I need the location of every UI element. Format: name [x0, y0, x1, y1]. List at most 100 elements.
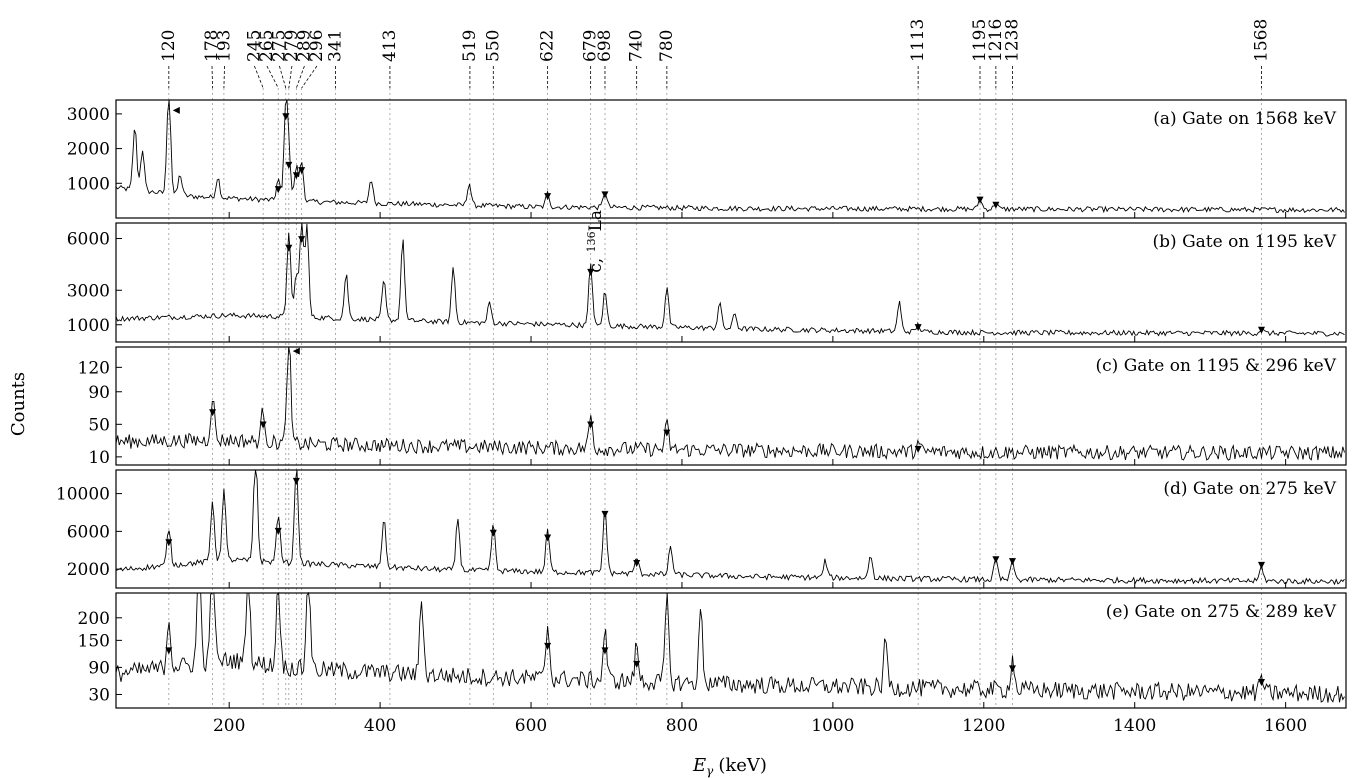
panel-gate-label: (b) Gate on 1195 keV — [1153, 232, 1337, 252]
peak-marker-down — [633, 660, 641, 668]
peak-energy-label: 1568 — [1251, 19, 1271, 62]
peak-marker-down — [601, 191, 609, 199]
peak-marker-down — [914, 445, 922, 453]
peak-marker-down — [1008, 558, 1016, 566]
y-tick-label: 30 — [88, 685, 110, 705]
peak-marker-down — [544, 534, 552, 542]
peak-energy-label: 622 — [538, 30, 558, 62]
peak-marker-down — [285, 161, 293, 169]
panel-frame — [115, 592, 1347, 709]
peak-marker-down — [165, 539, 173, 547]
peak-marker-down — [544, 642, 552, 650]
x-axis: 200 400 600 800 1000 1200 1400 1600 — [213, 716, 1307, 736]
x-tick-label: 600 — [515, 716, 547, 736]
x-axis-label-main: E — [692, 755, 706, 776]
peak-marker-down — [209, 409, 217, 417]
x-axis-label-sub: γ — [706, 764, 714, 778]
y-tick-label: 150 — [78, 631, 110, 651]
peak-marker-left — [172, 106, 180, 114]
y-tick-label: 3000 — [67, 281, 110, 301]
peak-leader-line — [254, 65, 264, 89]
peak-energy-label: 193 — [214, 30, 234, 62]
panel-d: 2000 6000 10000 (d) Gate on 275 keV — [56, 469, 1347, 589]
y-tick-label: 90 — [88, 658, 110, 678]
peak-energy-label: 1113 — [908, 19, 928, 62]
peak-marker-down — [601, 510, 609, 518]
peak-energy-label: 265 — [257, 30, 277, 62]
peak-marker-down — [992, 201, 1000, 209]
y-tick-label: 2000 — [67, 140, 110, 160]
y-tick-label: 6000 — [67, 522, 110, 542]
peak-energy-label: 413 — [380, 30, 400, 62]
peak-leader-line — [211, 65, 213, 89]
peak-marker-down — [298, 167, 306, 175]
peak-energy-label: 289 — [294, 30, 314, 62]
spectrum-line — [115, 346, 1345, 461]
peak-energy-label: 679 — [581, 30, 601, 62]
y-tick-label: 200 — [78, 609, 110, 629]
peak-marker-down — [1257, 678, 1265, 686]
panel-c: 10 50 90 120 (c) Gate on 1195 & 296 keV — [78, 346, 1347, 468]
y-tick-label: 90 — [88, 383, 110, 403]
x-tick-label: 1600 — [1264, 716, 1307, 736]
peak-leader-line — [301, 65, 318, 89]
peak-energy-label: 1238 — [1002, 19, 1022, 62]
peak-marker-down — [587, 421, 595, 429]
peak-energy-label: 341 — [326, 30, 346, 62]
annotation-element: La — [586, 210, 606, 231]
x-tick-label: 400 — [364, 716, 396, 736]
y-tick-label: 1000 — [67, 174, 110, 194]
y-tick-label: 6000 — [67, 230, 110, 250]
annotation-prefix: c, — [586, 252, 606, 272]
panel-frame — [115, 346, 1347, 466]
x-axis-label: Eγ (keV) — [692, 755, 767, 778]
peak-marker-down — [544, 193, 552, 201]
peak-marker-down — [663, 429, 671, 437]
peak-energy-label: 245 — [244, 30, 264, 62]
x-tick-label: 200 — [213, 716, 245, 736]
y-tick-label: 10000 — [56, 485, 110, 505]
peak-energy-label: 519 — [460, 30, 480, 62]
peak-marker-down — [274, 186, 282, 194]
peak-energy-label: 279 — [282, 30, 302, 62]
peak-marker-down — [298, 236, 306, 244]
y-tick-label: 1000 — [67, 316, 110, 336]
y-tick-label: 50 — [88, 415, 110, 435]
annotation-mass-number: 136 — [585, 231, 598, 252]
panel-gate-label: (d) Gate on 275 keV — [1163, 479, 1336, 499]
y-axis-label: Counts — [8, 372, 29, 436]
spectrum-line — [115, 222, 1345, 337]
peak-energy-label: 698 — [595, 30, 615, 62]
peak-marker-down — [285, 244, 293, 252]
panel-gate-label: (c) Gate on 1195 & 296 keV — [1096, 356, 1337, 376]
spectrum-line — [115, 469, 1345, 586]
peak-marker-down — [1008, 665, 1016, 673]
contaminant-annotation: c, 136La — [585, 210, 606, 273]
panel-frame — [115, 469, 1347, 589]
peak-leader-line — [288, 65, 293, 89]
peak-marker-down — [259, 421, 267, 429]
panel-gate-label: (a) Gate on 1568 keV — [1153, 109, 1336, 129]
peak-energy-label: 1195 — [970, 19, 990, 62]
peak-leader-line — [266, 65, 279, 89]
y-tick-label: 3000 — [67, 105, 110, 125]
peak-leader-line — [223, 65, 225, 89]
y-tick-label: 10 — [88, 448, 110, 468]
peak-leader-line — [279, 65, 287, 89]
peak-energy-label: 780 — [657, 30, 677, 62]
peak-marker-left — [292, 347, 300, 355]
spectrum-line — [115, 591, 1345, 703]
peak-energy-label: 740 — [627, 30, 647, 62]
x-axis-label-unit: (keV) — [718, 755, 767, 776]
peak-energy-label: 550 — [483, 30, 503, 62]
panel-frame — [115, 99, 1347, 219]
panel-frame — [115, 222, 1347, 343]
peak-marker-down — [165, 647, 173, 655]
x-tick-label: 800 — [666, 716, 698, 736]
panel-b: 1000 3000 6000 (b) Gate on 1195 keV c, 136La — [67, 210, 1347, 343]
peak-marker-down — [914, 324, 922, 332]
peak-energy-label: 120 — [159, 30, 179, 62]
panel-a: 1000 2000 3000 (a) Gate on 1568 keV — [67, 99, 1347, 219]
peak-energy-label: 178 — [202, 30, 222, 62]
